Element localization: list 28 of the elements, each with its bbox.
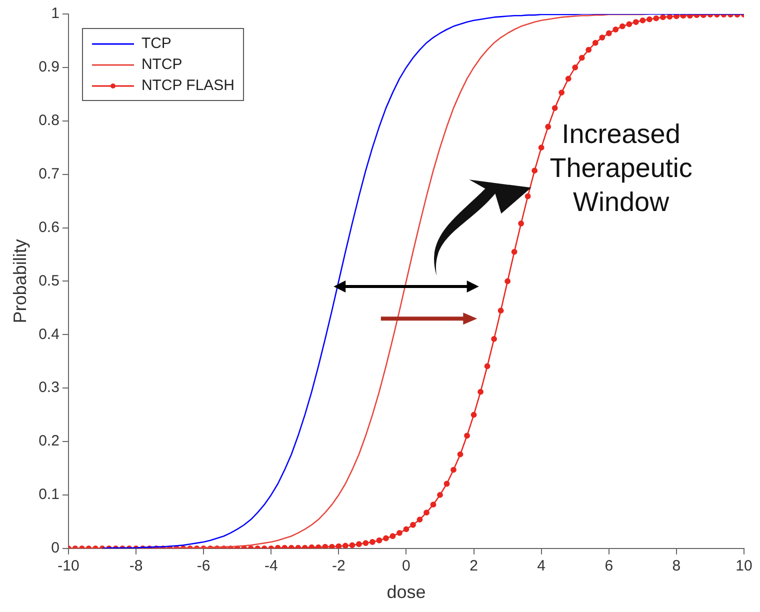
y-tick-label: 0 bbox=[51, 540, 60, 557]
y-tick-label: 0.8 bbox=[38, 112, 60, 130]
x-tick-label: -4 bbox=[264, 558, 278, 575]
x-tick-label: 8 bbox=[672, 558, 681, 575]
x-tick-label: -2 bbox=[332, 558, 346, 575]
y-tick-label: 0.3 bbox=[38, 379, 60, 396]
x-tick-label: 6 bbox=[604, 558, 614, 575]
y-tick-label: 0.4 bbox=[38, 326, 60, 343]
legend-label: NTCP FLASH bbox=[141, 77, 235, 94]
legend-label: TCP bbox=[141, 35, 172, 52]
y-tick-label: 0.7 bbox=[38, 165, 60, 182]
y-tick-label: 0.6 bbox=[38, 218, 60, 236]
y-axis-title: Probability bbox=[10, 239, 30, 324]
x-axis-title: dose bbox=[386, 582, 426, 602]
x-tick-label: 0 bbox=[402, 558, 410, 575]
x-tick-label: -10 bbox=[58, 558, 80, 575]
x-tick-label: 10 bbox=[736, 558, 752, 575]
x-tick-label: -8 bbox=[129, 558, 143, 575]
y-tick-label: 0.2 bbox=[38, 432, 60, 450]
y-tick-label: 1 bbox=[51, 5, 60, 22]
x-tick-label: 4 bbox=[537, 558, 546, 575]
legend-label: NTCP bbox=[141, 56, 182, 73]
x-tick-label: 2 bbox=[470, 558, 478, 575]
annotation: Increased Therapeutic Window bbox=[550, 118, 692, 219]
x-tick-label: -6 bbox=[196, 558, 210, 575]
y-tick-label: 0.5 bbox=[38, 272, 60, 290]
y-tick-label: 0.1 bbox=[38, 486, 60, 504]
y-tick-label: 0.9 bbox=[38, 58, 60, 76]
